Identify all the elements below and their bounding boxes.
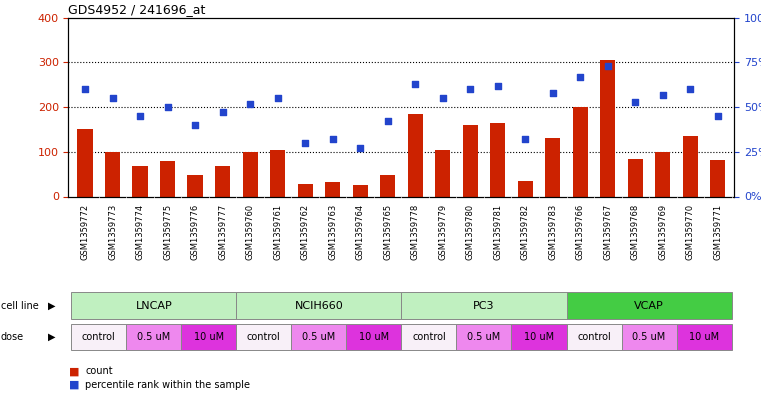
Bar — [187, 176, 202, 196]
Point — [189, 122, 201, 128]
Point — [629, 99, 642, 105]
Text: 0.5 uM: 0.5 uM — [137, 332, 170, 342]
Text: ▶: ▶ — [48, 332, 56, 342]
Text: 0.5 uM: 0.5 uM — [467, 332, 501, 342]
Text: 0.5 uM: 0.5 uM — [632, 332, 666, 342]
Bar — [600, 60, 616, 196]
FancyBboxPatch shape — [677, 324, 731, 350]
Point — [107, 95, 119, 101]
Point — [492, 83, 504, 89]
FancyBboxPatch shape — [72, 324, 126, 350]
FancyBboxPatch shape — [181, 324, 237, 350]
FancyBboxPatch shape — [237, 324, 291, 350]
Point — [299, 140, 311, 146]
Text: VCAP: VCAP — [634, 301, 664, 310]
Text: 10 uM: 10 uM — [524, 332, 554, 342]
Point — [381, 118, 393, 125]
Point — [79, 86, 91, 92]
Bar — [105, 152, 120, 196]
Bar — [380, 175, 395, 196]
Bar — [132, 166, 148, 196]
FancyBboxPatch shape — [402, 292, 566, 319]
Text: ■: ■ — [68, 366, 79, 376]
Point — [657, 92, 669, 98]
FancyBboxPatch shape — [622, 324, 677, 350]
Point — [546, 90, 559, 96]
Point — [464, 86, 476, 92]
Text: ■: ■ — [68, 380, 79, 390]
Bar — [215, 166, 230, 196]
Point — [437, 95, 449, 101]
Text: PC3: PC3 — [473, 301, 495, 310]
Bar — [160, 161, 175, 196]
Text: cell line: cell line — [1, 301, 39, 310]
Point — [216, 109, 228, 116]
Bar — [490, 123, 505, 196]
Text: 10 uM: 10 uM — [194, 332, 224, 342]
Bar — [655, 152, 670, 196]
Text: 10 uM: 10 uM — [359, 332, 389, 342]
Text: dose: dose — [1, 332, 24, 342]
Point — [712, 113, 724, 119]
Point — [161, 104, 174, 110]
Bar — [352, 185, 368, 196]
FancyBboxPatch shape — [457, 324, 511, 350]
Bar — [435, 150, 451, 196]
Point — [519, 136, 531, 142]
Bar — [270, 150, 285, 196]
FancyBboxPatch shape — [346, 324, 402, 350]
Text: 0.5 uM: 0.5 uM — [302, 332, 336, 342]
Text: percentile rank within the sample: percentile rank within the sample — [85, 380, 250, 390]
Point — [354, 145, 366, 151]
Bar — [325, 182, 340, 196]
Point — [326, 136, 339, 142]
FancyBboxPatch shape — [237, 292, 402, 319]
Point — [244, 100, 256, 107]
Bar — [408, 114, 423, 196]
Text: control: control — [247, 332, 281, 342]
Text: NCIH660: NCIH660 — [295, 301, 343, 310]
Point — [134, 113, 146, 119]
Text: LNCAP: LNCAP — [135, 301, 172, 310]
Bar — [628, 158, 643, 196]
Bar — [710, 160, 725, 196]
Bar — [298, 184, 313, 196]
Text: control: control — [577, 332, 611, 342]
Bar — [463, 125, 478, 196]
Bar — [573, 107, 587, 196]
FancyBboxPatch shape — [291, 324, 346, 350]
FancyBboxPatch shape — [72, 292, 237, 319]
Text: control: control — [82, 332, 116, 342]
FancyBboxPatch shape — [566, 324, 622, 350]
FancyBboxPatch shape — [511, 324, 566, 350]
FancyBboxPatch shape — [402, 324, 457, 350]
Text: control: control — [412, 332, 446, 342]
Text: GDS4952 / 241696_at: GDS4952 / 241696_at — [68, 4, 206, 17]
Bar — [517, 181, 533, 196]
Point — [409, 81, 422, 87]
Bar — [683, 136, 698, 196]
FancyBboxPatch shape — [126, 324, 181, 350]
Bar — [545, 138, 560, 196]
Point — [684, 86, 696, 92]
Text: count: count — [85, 366, 113, 376]
FancyBboxPatch shape — [566, 292, 731, 319]
Point — [272, 95, 284, 101]
Bar — [243, 152, 258, 196]
Text: ▶: ▶ — [48, 301, 56, 310]
Point — [602, 63, 614, 69]
Text: 10 uM: 10 uM — [689, 332, 719, 342]
Bar — [78, 129, 93, 196]
Point — [575, 73, 587, 80]
